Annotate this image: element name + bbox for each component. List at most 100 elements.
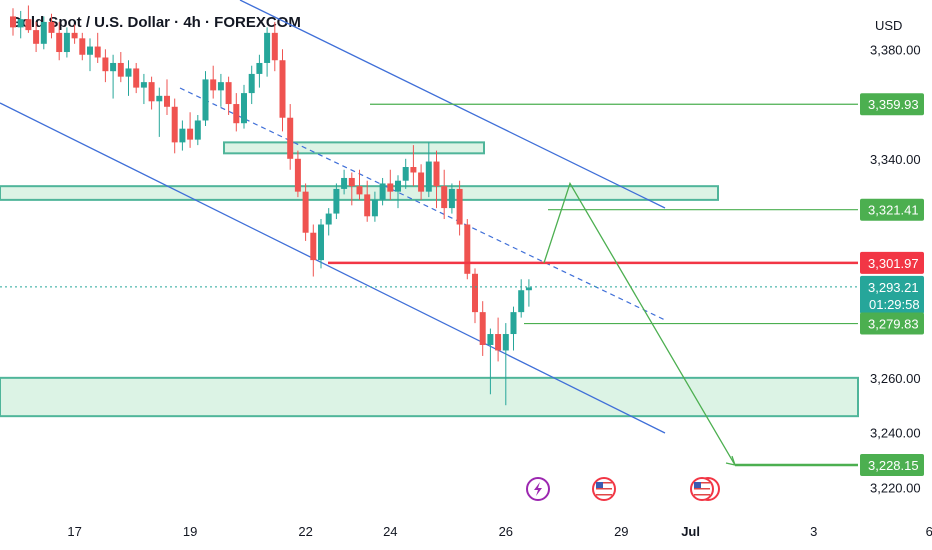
candle-body <box>256 62 263 74</box>
candle-body <box>10 16 16 28</box>
candle-body <box>48 21 55 33</box>
projection-path <box>543 181 736 466</box>
flag-stripe <box>596 494 612 496</box>
current-price-tag[interactable]: 3,293.21 01:29:58 <box>860 275 924 314</box>
candle-body <box>325 213 332 225</box>
flag-stripe <box>694 491 710 493</box>
candle-body <box>102 57 109 72</box>
x-tick-label: 6 <box>926 524 932 539</box>
projection-layer <box>543 181 736 466</box>
events-layer <box>526 477 720 501</box>
candle-body <box>164 95 170 107</box>
price-level-tag[interactable]: 3,321.41 <box>860 198 924 221</box>
candle-body <box>264 32 271 63</box>
candle-body <box>125 68 132 77</box>
candle-body <box>456 188 463 225</box>
tag-value: 3,293.21 <box>868 280 919 295</box>
flag-stripe <box>694 485 710 487</box>
candle-body <box>294 158 301 192</box>
y-tick-label: 3,340.00 <box>870 152 921 167</box>
candle-body <box>241 93 247 124</box>
tag-value: 3,279.83 <box>868 317 919 332</box>
x-tick-label: 29 <box>614 524 628 539</box>
candle-body <box>33 30 40 44</box>
candle-body <box>210 79 217 91</box>
channel-lower-line <box>0 102 666 434</box>
candle-body <box>87 46 93 55</box>
candle-body <box>71 32 78 39</box>
candle-body <box>279 60 286 118</box>
tag-value: 3,359.93 <box>868 97 919 112</box>
support-zone <box>0 376 859 418</box>
candle-body <box>56 32 63 53</box>
candle-body <box>171 106 178 143</box>
candle-body <box>387 183 394 192</box>
flag-stripe <box>596 482 612 484</box>
us-flag-icon[interactable] <box>690 477 720 501</box>
tag-value: 3,321.41 <box>868 203 919 218</box>
candle-body <box>94 46 101 58</box>
flag-stripe <box>694 488 710 490</box>
tag-background <box>860 198 924 221</box>
candle-body <box>17 19 24 28</box>
candle-body <box>356 186 363 195</box>
x-tick-label: 24 <box>383 524 397 539</box>
candle-body <box>448 188 455 209</box>
flag-stripe <box>596 491 612 493</box>
candle-body <box>410 167 417 173</box>
candle-body <box>371 199 378 217</box>
candle-body <box>110 62 117 72</box>
channel-layer <box>0 0 666 434</box>
candle-body <box>348 177 355 187</box>
x-tick-label: 19 <box>183 524 197 539</box>
candle-body <box>287 117 294 159</box>
y-tick-label: 3,220.00 <box>870 480 921 495</box>
flag-stripe <box>596 485 612 487</box>
candle-body <box>225 82 232 105</box>
candle-body <box>202 79 209 121</box>
candle-body <box>418 172 425 192</box>
candle-body <box>233 104 240 124</box>
tag-background <box>860 275 924 314</box>
x-tick-label: 26 <box>499 524 513 539</box>
tag-value: 3,301.97 <box>868 256 919 271</box>
flag-stripe <box>694 482 710 484</box>
flag-canton <box>596 482 603 488</box>
candle-body <box>310 232 317 261</box>
y-tick-label: 3,260.00 <box>870 371 921 386</box>
price-level-tag[interactable]: 3,228.15 <box>860 454 924 477</box>
candle-body <box>179 128 186 143</box>
flag-stripe <box>694 494 710 496</box>
candle-body <box>156 95 163 102</box>
candle-body <box>364 194 371 217</box>
x-tick-label: Jul <box>681 524 700 539</box>
candle-body <box>318 224 324 261</box>
candle-body <box>395 180 401 192</box>
candle-body <box>248 73 255 94</box>
lightning-icon[interactable] <box>526 477 550 501</box>
us-flag-icon[interactable] <box>592 477 616 501</box>
candle-body <box>217 82 224 91</box>
tag-background <box>860 312 924 335</box>
price-level-tag[interactable]: 3,301.97 <box>860 251 924 274</box>
tag-background <box>860 454 924 477</box>
candle-body <box>487 334 494 345</box>
candle-body <box>133 68 140 88</box>
x-axis: 5171922242629Jul368 <box>67 524 932 539</box>
candle-body <box>464 224 471 274</box>
tag-value: 3,228.15 <box>868 458 919 473</box>
price-level-tag[interactable]: 3,279.83 <box>860 312 924 335</box>
candle-body <box>441 186 448 209</box>
candle-body <box>63 32 70 53</box>
channel-mid-line <box>179 87 666 321</box>
flag-stripe <box>596 488 612 490</box>
candles-layer <box>10 5 532 406</box>
candle-body <box>140 82 147 88</box>
x-tick-label: 3 <box>810 524 817 539</box>
chart-title: Gold Spot / U.S. Dollar · 4h · FOREXCOM <box>10 14 301 31</box>
candle-body <box>472 273 478 313</box>
lightning-bolt <box>534 482 542 496</box>
price-level-tag[interactable]: 3,359.93 <box>860 93 924 116</box>
candle-body <box>187 128 194 140</box>
